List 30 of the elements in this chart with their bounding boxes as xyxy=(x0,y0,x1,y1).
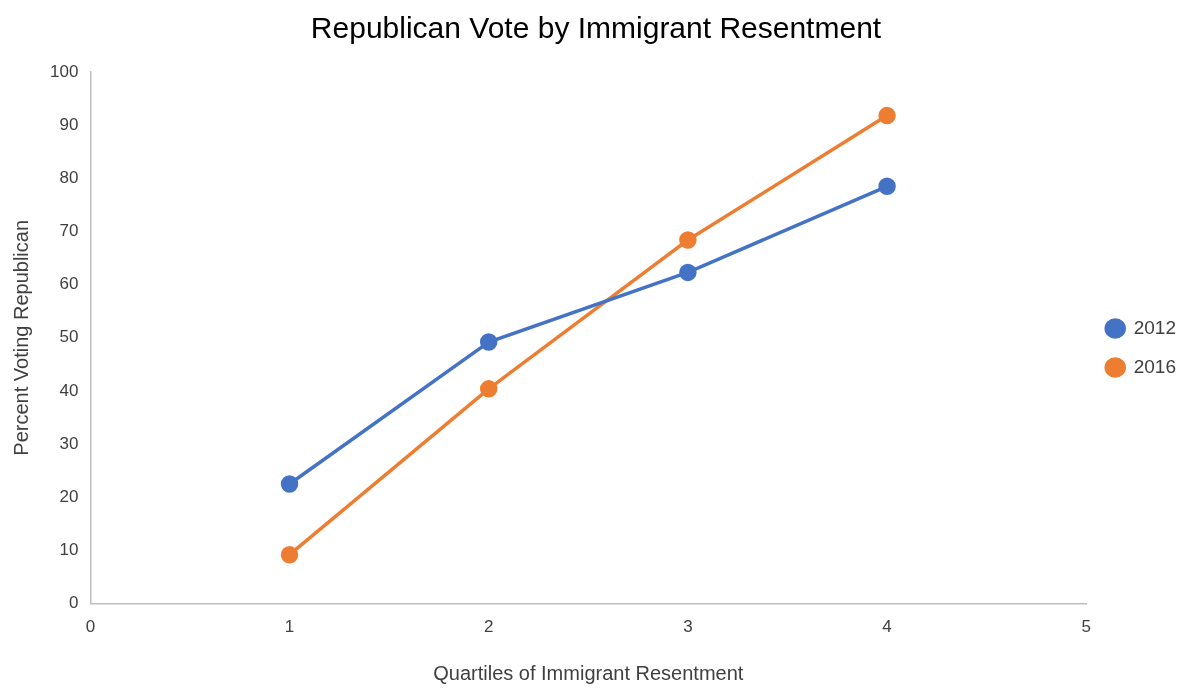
point xyxy=(679,263,697,282)
y-tick-label: 40 xyxy=(59,380,79,400)
point xyxy=(280,545,299,564)
x-tick-label: 4 xyxy=(882,617,892,637)
y-axis-title: Percent Voting Republican xyxy=(9,219,32,456)
y-tick-label: 50 xyxy=(59,327,79,347)
x-tick-label: 3 xyxy=(683,617,693,637)
chart-title: Republican Vote by Immigrant Resentment xyxy=(310,11,882,45)
point xyxy=(878,177,896,196)
y-tick-label: 80 xyxy=(59,168,79,188)
y-tick-label: 70 xyxy=(59,221,79,241)
y-tick-label: 10 xyxy=(59,540,79,560)
legend-label: 2016 xyxy=(1133,355,1177,377)
x-axis-title: Quartiles of Immigrant Resentment xyxy=(433,661,744,684)
point xyxy=(479,380,498,398)
y-tick-label: 0 xyxy=(68,593,79,613)
point xyxy=(679,231,697,249)
point xyxy=(479,333,498,351)
y-tick-label: 100 xyxy=(49,61,79,81)
y-tick-label: 90 xyxy=(59,114,79,134)
y-tick-label: 20 xyxy=(59,486,79,506)
point xyxy=(280,475,299,493)
x-tick-label: 0 xyxy=(85,617,96,637)
x-tick-label: 5 xyxy=(1081,617,1091,637)
x-tick-label: 2 xyxy=(483,617,494,637)
legend-label: 2012 xyxy=(1133,316,1177,338)
y-tick-label: 60 xyxy=(59,274,79,294)
y-tick-label: 30 xyxy=(59,433,79,453)
point xyxy=(878,106,896,125)
x-tick-label: 1 xyxy=(284,617,295,637)
